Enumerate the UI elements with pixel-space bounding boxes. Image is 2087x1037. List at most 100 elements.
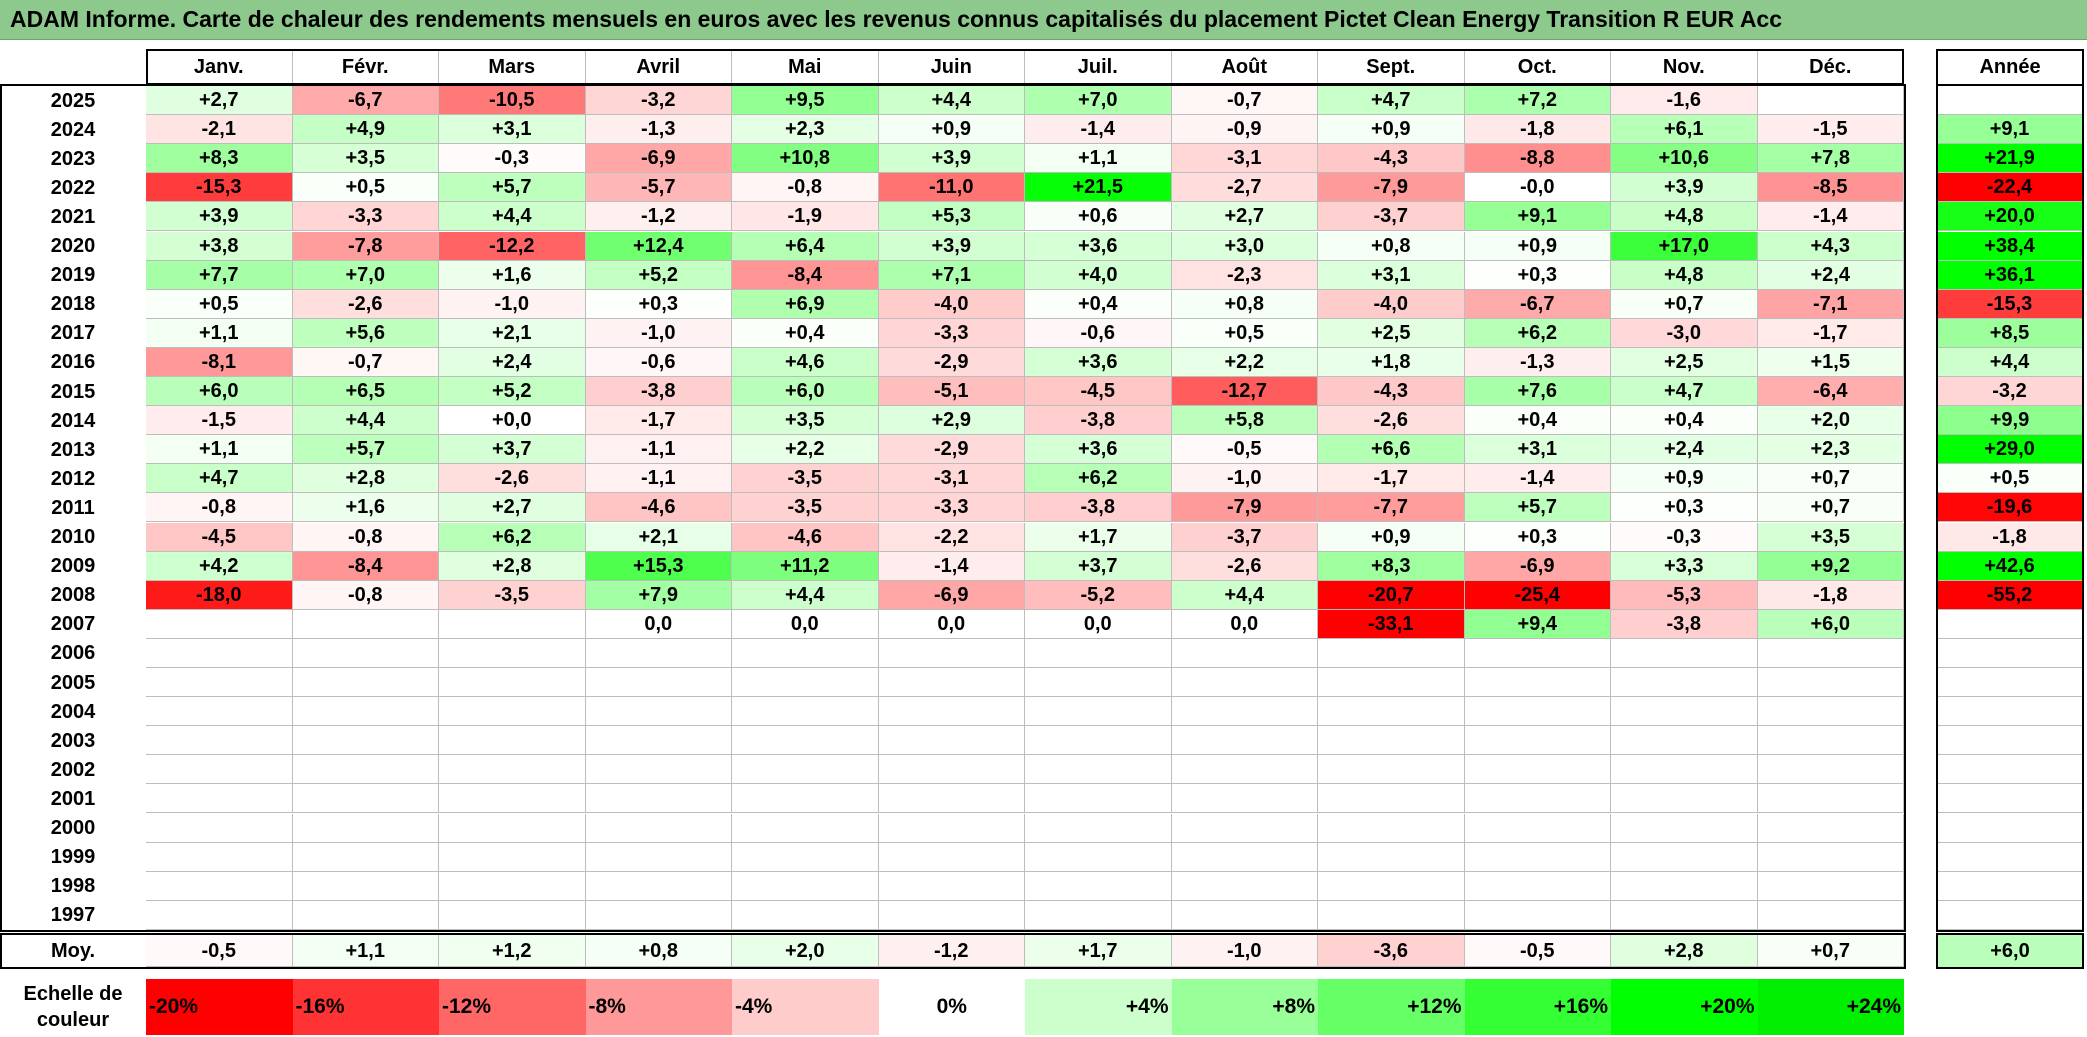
- annual-cell: +21,9: [1937, 144, 2083, 174]
- heatmap-cell: +6,0: [146, 377, 293, 407]
- heatmap-cell: [732, 842, 879, 872]
- annual-cell: +36,1: [1937, 260, 2083, 290]
- heatmap-cell: [1464, 726, 1611, 756]
- heatmap-cell: [1025, 726, 1172, 756]
- heatmap-cell: [292, 668, 439, 698]
- heatmap-cell: +4,0: [1025, 260, 1172, 290]
- heatmap-cell: +2,0: [1757, 406, 1904, 436]
- heatmap-cell: -1,5: [146, 406, 293, 436]
- heatmap-cell: -1,8: [1757, 580, 1904, 610]
- annual-cell: -3,2: [1937, 377, 2083, 407]
- heatmap-cell: -3,3: [878, 318, 1025, 348]
- color-scale-swatch: +20%: [1611, 979, 1758, 1035]
- heatmap-cell: [1757, 697, 1904, 727]
- heatmap-cell: [1464, 668, 1611, 698]
- heatmap-cell: +0,9: [878, 115, 1025, 145]
- heatmap-cell: -1,7: [585, 406, 732, 436]
- heatmap-cell: -5,1: [878, 377, 1025, 407]
- heatmap-cell: -6,4: [1757, 377, 1904, 407]
- annual-cell: -55,2: [1937, 580, 2083, 610]
- heatmap-cell: -5,3: [1611, 580, 1758, 610]
- heatmap-cell: +3,7: [1025, 551, 1172, 581]
- year-label: 2005: [50, 671, 96, 694]
- heatmap-cell: -1,9: [732, 202, 879, 232]
- heatmap-cell: -4,6: [585, 493, 732, 523]
- heatmap-cell: -8,8: [1464, 144, 1611, 174]
- heatmap-cell: 0,0: [1171, 609, 1318, 639]
- heatmap-cell: [585, 813, 732, 843]
- heatmap-cell: +7,6: [1464, 377, 1611, 407]
- heatmap-cell: -2,6: [292, 289, 439, 319]
- heatmap-cell: +1,1: [146, 435, 293, 465]
- heatmap-cell: [292, 813, 439, 843]
- heatmap-cell: -1,0: [585, 318, 732, 348]
- heatmap-cell: [1171, 726, 1318, 756]
- heatmap-cell: [732, 668, 879, 698]
- heatmap-cell: [585, 842, 732, 872]
- heatmap-cell: [732, 900, 879, 930]
- heatmap-cell: +2,2: [732, 435, 879, 465]
- heatmap-cell: +4,7: [1318, 86, 1465, 116]
- color-scale-swatch: +12%: [1318, 979, 1465, 1035]
- heatmap-cell: +9,4: [1464, 609, 1611, 639]
- heatmap-cell: -3,8: [585, 377, 732, 407]
- heatmap-cell: +3,3: [1611, 551, 1758, 581]
- heatmap-cell: +7,0: [292, 260, 439, 290]
- heatmap-cell: +6,2: [1464, 318, 1611, 348]
- heatmap-cell: +3,5: [732, 406, 879, 436]
- heatmap-cell: [439, 609, 586, 639]
- heatmap-cell: [1171, 813, 1318, 843]
- year-label: 2006: [50, 642, 96, 665]
- color-scale-label-line2: couleur: [36, 1009, 110, 1031]
- heatmap-cell: +0,4: [1025, 289, 1172, 319]
- heatmap-cell: [585, 784, 732, 814]
- year-label: 2004: [50, 700, 96, 723]
- heatmap-cell: [1611, 900, 1758, 930]
- heatmap-cell: -3,5: [732, 464, 879, 494]
- heatmap-cell: 0,0: [585, 609, 732, 639]
- heatmap-cell: +6,4: [732, 231, 879, 261]
- heatmap-cell: -8,1: [146, 347, 293, 377]
- heatmap-cell: +0,5: [146, 289, 293, 319]
- heatmap-cell: +15,3: [585, 551, 732, 581]
- heatmap-cell: [146, 609, 293, 639]
- heatmap-cell: +0,3: [1464, 260, 1611, 290]
- heatmap-cell: [1171, 871, 1318, 901]
- heatmap-cell: -0,0: [1464, 173, 1611, 203]
- annual-cell: -19,6: [1937, 493, 2083, 523]
- heatmap-cell: -8,4: [292, 551, 439, 581]
- color-scale-swatch: 0%: [878, 979, 1025, 1035]
- month-header: Mars: [439, 50, 586, 84]
- heatmap-cell: [146, 784, 293, 814]
- heatmap-cell: [1025, 755, 1172, 785]
- heatmap-cell: [1318, 668, 1465, 698]
- heatmap-cell: +3,5: [292, 144, 439, 174]
- annual-header-separator: [1936, 84, 2084, 86]
- heatmap-cell: +2,5: [1318, 318, 1465, 348]
- heatmap-cell: [146, 697, 293, 727]
- heatmap-cell: [878, 813, 1025, 843]
- heatmap-cell: -6,9: [878, 580, 1025, 610]
- heatmap-cell: +5,7: [292, 435, 439, 465]
- heatmap-cell: +8,3: [146, 144, 293, 174]
- heatmap-cell: -1,7: [1757, 318, 1904, 348]
- color-scale-swatch: -16%: [292, 979, 439, 1035]
- annual-cell: +38,4: [1937, 231, 2083, 261]
- heatmap-cell: +9,2: [1757, 551, 1904, 581]
- heatmap-cell: [146, 755, 293, 785]
- heatmap-cell: +3,5: [1757, 522, 1904, 552]
- heatmap-cell: +4,2: [146, 551, 293, 581]
- year-label: 2008: [50, 584, 96, 607]
- year-label: 2021: [50, 205, 96, 228]
- heatmap-cell: +3,9: [878, 231, 1025, 261]
- heatmap-cell: -3,2: [585, 86, 732, 116]
- heatmap-cell: +2,8: [292, 464, 439, 494]
- heatmap-cell: +7,2: [1464, 86, 1611, 116]
- heatmap-cell: -1,8: [1464, 115, 1611, 145]
- year-label: 2000: [50, 817, 96, 840]
- heatmap-cell: -18,0: [146, 580, 293, 610]
- heatmap-cell: +5,7: [439, 173, 586, 203]
- year-label: 2017: [50, 322, 96, 345]
- heatmap-cell: +8,3: [1318, 551, 1465, 581]
